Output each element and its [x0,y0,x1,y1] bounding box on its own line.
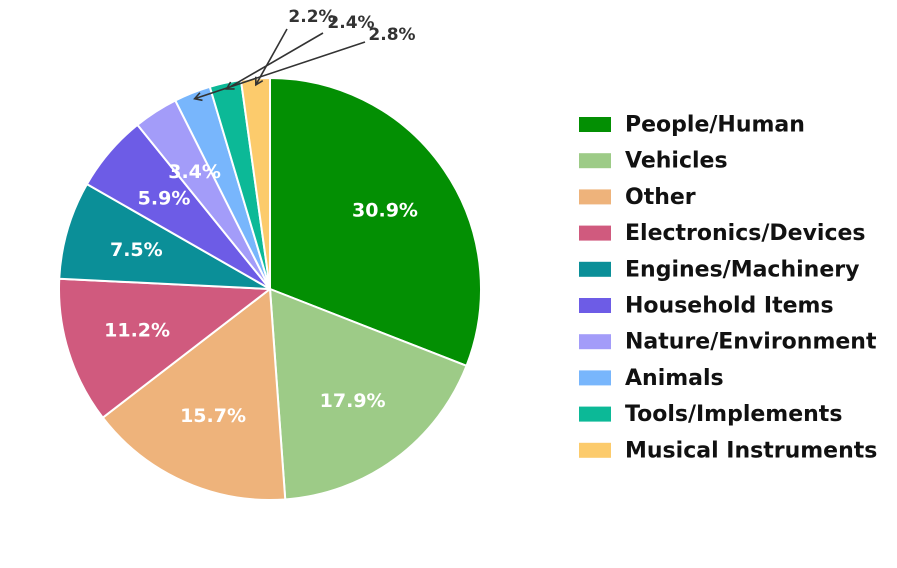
legend-label: Other [625,185,696,210]
callout-arrow-tools-implements [225,32,324,90]
slice-label-vehicles: 17.9% [320,390,386,412]
pie-slice-vehicles [269,288,468,501]
pie-slices [58,77,482,501]
legend-label: Nature/Environment [625,330,877,355]
legend-swatch [579,406,611,422]
legend-item-nature-environment: Nature/Environment [579,330,877,355]
pie-slice-engines-machinery [58,183,271,290]
legend-swatch [579,334,611,350]
legend-swatch [579,225,611,241]
legend-label: Electronics/Devices [625,221,866,246]
legend-label: Engines/Machinery [625,257,859,282]
pie-slice-other [101,288,287,501]
legend-label: Musical Instruments [625,438,877,463]
callout-arrow-animals [193,41,366,102]
legend-item-animals: Animals [579,366,724,391]
callout-label-tools-implements: 2.4% [327,13,374,33]
legend-item-household-items: Household Items [579,294,834,319]
slice-label-people-human: 30.9% [352,199,418,221]
slice-label-household-items: 5.9% [138,188,191,210]
slice-label-engines-machinery: 7.5% [110,239,163,261]
legend-swatch [579,442,611,458]
legend-item-engines-machinery: Engines/Machinery [579,257,859,282]
legend: People/Human Vehicles Other Electronics/Dev… [579,113,877,463]
pie-slice-electronics-devices [58,277,271,419]
legend-swatch [579,117,611,132]
legend-item-other: Other [579,185,696,210]
legend-label: People/Human [625,113,805,138]
legend-label: Household Items [625,294,834,319]
callout-label-musical-instruments: 2.2% [288,7,335,27]
slice-label-other: 15.7% [180,405,246,427]
legend-label: Vehicles [625,149,728,174]
slice-label-nature-environment: 3.4% [168,161,221,183]
slice-label-electronics-devices: 11.2% [104,320,170,342]
legend-item-tools-implements: Tools/Implements [579,402,842,427]
legend-swatch [579,153,611,169]
legend-item-people-human: People/Human [579,113,805,138]
pie-labels: 30.9% 17.9% 15.7% 11.2% 7.5% 5.9% 3.4% [104,161,418,427]
legend-swatch [579,189,611,205]
pie-callouts: 2.8%2.4%2.2% [193,7,416,102]
legend-item-musical-instruments: Musical Instruments [579,438,877,463]
legend-item-electronics-devices: Electronics/Devices [579,221,866,246]
callout-label-animals: 2.8% [368,25,415,45]
legend-label: Tools/Implements [625,402,842,427]
legend-label: Animals [625,366,724,391]
legend-item-vehicles: Vehicles [579,149,728,174]
pie-slice-people-human [269,77,482,367]
legend-swatch [579,261,611,277]
legend-swatch [579,370,611,386]
legend-swatch [579,298,611,313]
callout-arrow-musical-instruments [254,28,288,87]
